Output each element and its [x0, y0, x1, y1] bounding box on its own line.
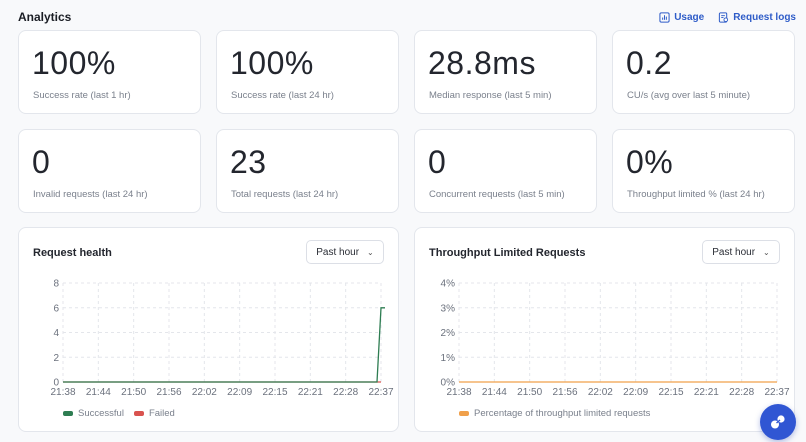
legend-label: Successful — [78, 408, 124, 419]
bar-chart-icon — [659, 11, 670, 23]
request-health-chart: 0 2 4 6 8 21:38 21:44 21:50 21:56 22:02 22:09 22:15… — [50, 279, 393, 399]
stat-value: 0.2 — [626, 45, 672, 81]
y-tick-label: 0 — [53, 378, 59, 389]
stat-value: 0 — [428, 144, 447, 180]
x-tick-label: 22:02 — [192, 387, 217, 398]
stat-label: Invalid requests (last 24 hr) — [33, 189, 148, 200]
legend-swatch — [459, 411, 469, 416]
chart-title: Request health — [33, 247, 112, 259]
stat-label: Median response (last 5 min) — [429, 90, 552, 101]
page-title: Analytics — [18, 10, 72, 24]
stat-card-throughput-limited: 0% Throughput limited % (last 24 hr) — [612, 129, 795, 213]
stat-label: Success rate (last 24 hr) — [231, 90, 334, 101]
dropdown-value: Past hour — [712, 246, 756, 258]
legend-label: Percentage of throughput limited request… — [474, 408, 651, 419]
header-links: Usage Request logs — [659, 12, 796, 23]
legend-item-throughput: Percentage of throughput limited request… — [459, 408, 650, 419]
stat-value: 0% — [626, 144, 674, 180]
throughput-limited-card: Throughput Limited Requests Past hour ⌄ … — [414, 227, 795, 432]
request-logs-link[interactable]: Request logs — [718, 12, 796, 23]
x-tick-label: 21:44 — [86, 387, 111, 398]
request-logs-link-label: Request logs — [733, 11, 796, 23]
stat-value: 23 — [230, 144, 267, 180]
x-tick-label: 21:44 — [482, 387, 507, 398]
y-tick-label: 8 — [53, 279, 59, 290]
y-tick-label: 1% — [441, 353, 456, 364]
stat-card-median-response: 28.8ms Median response (last 5 min) — [414, 30, 597, 114]
y-tick-label: 4 — [53, 328, 59, 339]
usage-link[interactable]: Usage — [659, 12, 704, 23]
series-line-successful — [63, 307, 385, 383]
x-tick-label: 22:37 — [368, 387, 393, 398]
x-tick-label: 22:28 — [333, 387, 358, 398]
x-tick-label: 21:50 — [121, 387, 146, 398]
stat-value: 28.8ms — [428, 45, 536, 81]
x-tick-label: 22:21 — [694, 387, 719, 398]
time-range-dropdown[interactable]: Past hour ⌄ — [702, 240, 780, 264]
x-tick-label: 21:38 — [446, 387, 471, 398]
legend-swatch — [133, 411, 144, 416]
y-tick-label: 2% — [441, 328, 456, 339]
chat-widget-button[interactable] — [760, 404, 796, 440]
stat-label: Total requests (last 24 hr) — [231, 189, 339, 200]
y-tick-label: 6 — [53, 303, 59, 314]
stat-card-cu-per-second: 0.2 CU/s (avg over last 5 minute) — [612, 30, 795, 114]
x-tick-label: 21:38 — [50, 387, 75, 398]
stat-label: Concurrent requests (last 5 min) — [429, 189, 565, 200]
x-tick-label: 22:37 — [764, 387, 789, 398]
x-tick-label: 21:50 — [517, 387, 542, 398]
log-file-icon — [719, 11, 729, 23]
stat-card-concurrent-requests: 0 Concurrent requests (last 5 min) — [414, 129, 597, 213]
chevron-down-icon: ⌄ — [367, 247, 374, 257]
x-tick-label: 22:09 — [623, 387, 648, 398]
legend-item-successful: Successful — [63, 408, 124, 419]
y-tick-label: 4% — [441, 279, 456, 290]
x-tick-label: 22:02 — [588, 387, 613, 398]
stat-label: Throughput limited % (last 24 hr) — [627, 189, 765, 200]
dropdown-value: Past hour — [316, 246, 360, 258]
usage-link-label: Usage — [674, 11, 705, 23]
stat-value: 0 — [32, 144, 51, 180]
stat-value: 100% — [32, 45, 116, 81]
stat-label: CU/s (avg over last 5 minute) — [627, 90, 751, 101]
chart-legend: Percentage of throughput limited request… — [459, 408, 650, 419]
legend-item-failed: Failed — [133, 408, 175, 419]
stat-label: Success rate (last 1 hr) — [33, 90, 131, 101]
stat-card-total-requests: 23 Total requests (last 24 hr) — [216, 129, 399, 213]
chart-legend: Successful Failed — [63, 408, 175, 419]
x-tick-label: 22:15 — [658, 387, 683, 398]
legend-label: Failed — [148, 408, 175, 419]
stat-card-invalid-requests: 0 Invalid requests (last 24 hr) — [18, 129, 201, 213]
chevron-down-icon: ⌄ — [763, 247, 770, 257]
legend-swatch — [63, 411, 73, 416]
x-tick-label: 22:21 — [298, 387, 323, 398]
stat-card-success-rate-1h: 100% Success rate (last 1 hr) — [18, 30, 201, 114]
chat-icon — [771, 415, 785, 429]
x-tick-label: 21:56 — [156, 387, 181, 398]
x-tick-label: 21:56 — [552, 387, 577, 398]
stat-card-success-rate-24h: 100% Success rate (last 24 hr) — [216, 30, 399, 114]
page-header: Analytics Usage Request logs — [18, 8, 796, 26]
throughput-limited-chart: 0% 1% 2% 3% 4% 21:38 21:44 21:50 21:56 22:02 22:09… — [441, 279, 790, 399]
y-tick-label: 3% — [441, 303, 456, 314]
chart-title: Throughput Limited Requests — [429, 247, 586, 259]
y-tick-label: 2 — [53, 353, 59, 364]
x-tick-label: 22:09 — [227, 387, 252, 398]
y-tick-label: 0% — [441, 378, 456, 389]
time-range-dropdown[interactable]: Past hour ⌄ — [306, 240, 384, 264]
x-tick-label: 22:28 — [729, 387, 754, 398]
stat-value: 100% — [230, 45, 314, 81]
x-tick-label: 22:15 — [262, 387, 287, 398]
request-health-card: Request health Past hour ⌄ 0 2 4 6 8 21:38 21:… — [18, 227, 399, 432]
